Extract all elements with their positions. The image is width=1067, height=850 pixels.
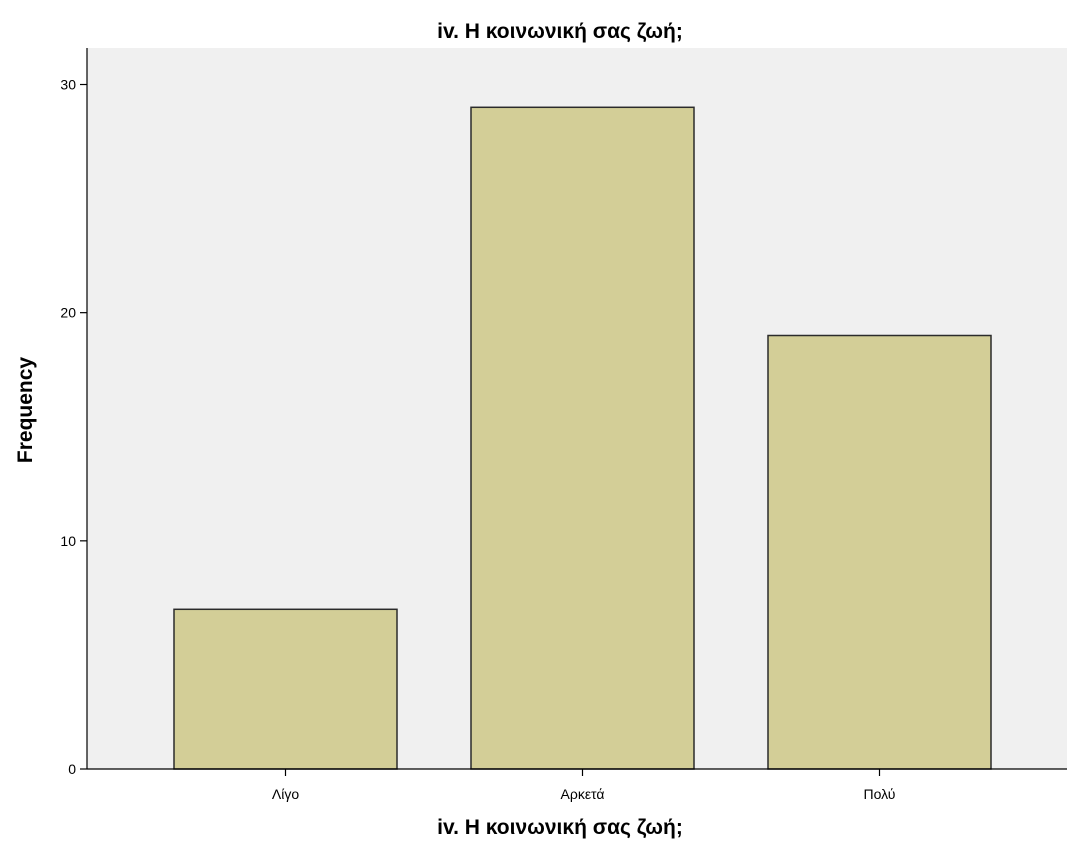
y-tick-label: 30: [60, 77, 76, 93]
chart-title: iv. Η κοινωνική σας ζωή;: [437, 20, 683, 43]
axes: [86, 48, 1067, 770]
bars: [173, 106, 992, 770]
x-axis-title: iv. Η κοινωνική σας ζωή;: [437, 816, 683, 839]
y-tick-label: 0: [68, 761, 76, 777]
x-tick-label: Πολύ: [864, 786, 896, 802]
bar-1: [173, 608, 398, 770]
x-tick-label: Αρκετά: [561, 786, 605, 802]
x-axis-ticks: Λίγο Αρκετά Πολύ: [272, 769, 896, 802]
x-tick-label: Λίγο: [272, 786, 299, 802]
y-axis-title: Frequency: [14, 357, 37, 464]
y-axis-ticks: 0 10 20 30: [60, 77, 87, 777]
y-tick-label: 20: [60, 305, 76, 321]
bar-2: [470, 106, 695, 770]
y-tick-label: 10: [60, 533, 76, 549]
bar-3: [767, 334, 992, 770]
